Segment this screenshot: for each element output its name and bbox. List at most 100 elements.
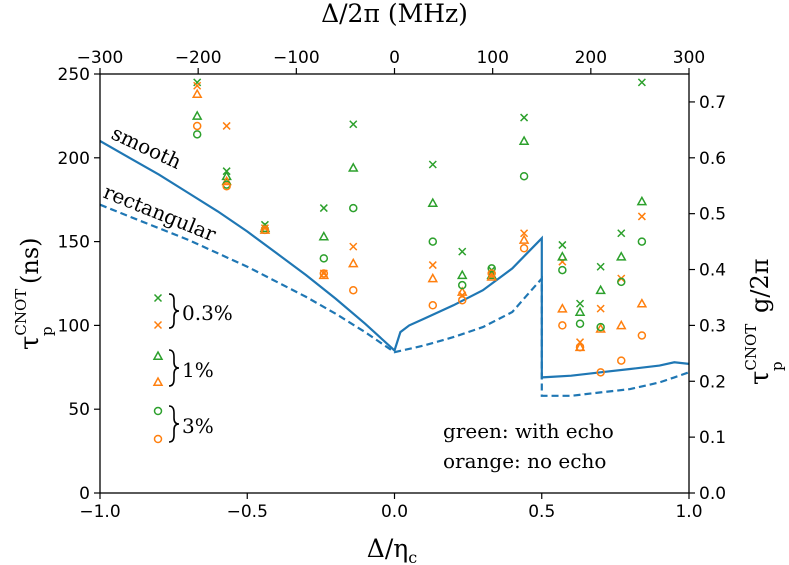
- x-tick-top-label-5: 200: [575, 48, 607, 68]
- marker-s3-p8: [518, 234, 530, 244]
- marker-s4-p4: [349, 203, 358, 213]
- curve-smooth: [100, 140, 689, 379]
- marker-s0-p6: [458, 247, 467, 256]
- x-tick-top-label-3: 0: [389, 48, 400, 68]
- marker-s5-p11: [596, 368, 605, 377]
- x-tick-top-label-2: −100: [273, 48, 320, 68]
- marker-s2-p12: [615, 251, 627, 261]
- marker-s4-p11: [596, 322, 605, 332]
- legend-marker-1: [153, 320, 163, 330]
- marker-s0-p13: [637, 78, 646, 87]
- marker-s3-p1: [221, 175, 232, 186]
- x-tick-bottom-label-1: −0.5: [227, 502, 268, 522]
- marker-s4-p12: [617, 277, 626, 287]
- x-axis-bottom-label-sub: c: [408, 548, 417, 565]
- legend-marker-3: [152, 376, 164, 386]
- x-tick-bottom-label-2: 0.0: [381, 502, 408, 522]
- marker-s2-p6: [456, 269, 468, 280]
- marker-s4-p8: [519, 171, 529, 181]
- y-axis-right-label: τCNOT p g/2π: [742, 259, 786, 386]
- y-axis-left-label-sub: p: [38, 326, 56, 336]
- y-tick-right-label-4: 0.4: [699, 261, 726, 281]
- marker-s2-p13: [636, 195, 648, 206]
- x-axis-bottom-label: Δ/ηc: [367, 534, 417, 565]
- marker-s5-p8: [519, 244, 529, 253]
- marker-s4-p7: [487, 264, 496, 273]
- x-tick-bottom-label-4: 1.0: [675, 502, 702, 522]
- marker-s0-p11: [596, 262, 605, 271]
- marker-s5-p10: [575, 342, 585, 352]
- marker-s2-p8: [518, 135, 530, 145]
- x-axis-top-label: Δ/2π (MHz): [321, 0, 468, 28]
- marker-s2-p2: [259, 222, 271, 233]
- x-tick-top-label-0: −300: [77, 48, 124, 68]
- marker-s2-p7: [486, 269, 497, 280]
- marker-s5-p1: [222, 182, 231, 191]
- marker-s2-p9: [557, 251, 568, 261]
- marker-s1-p13: [637, 212, 646, 221]
- marker-s2-p10: [574, 306, 586, 316]
- legend-label-1: 1%: [182, 358, 214, 382]
- legend: 0.3% 1% 3%: [152, 293, 233, 444]
- marker-s4-p6: [457, 280, 467, 290]
- legend-marker-0: [153, 293, 163, 303]
- marker-s2-p0: [191, 110, 203, 120]
- marker-s4-p3: [319, 254, 329, 263]
- curve-label-rectangular: rectangular: [100, 179, 220, 246]
- legend-brace-0: [168, 293, 180, 329]
- x-tick-top-label-6: 300: [673, 48, 705, 68]
- y-axis-right-label-tail: g/2π: [746, 259, 774, 314]
- legend-marker-5: [153, 434, 163, 444]
- marker-s4-p9: [558, 265, 567, 275]
- y-axis-right-label-tau: τ: [745, 371, 775, 385]
- x-tick-top-label-1: −200: [175, 48, 222, 68]
- marker-s3-p13: [636, 298, 648, 308]
- marker-s0-p10: [576, 299, 585, 308]
- marker-s1-p1: [222, 121, 231, 130]
- marker-s5-p3: [319, 269, 329, 278]
- curves: [100, 140, 689, 397]
- marker-s3-p9: [557, 303, 568, 313]
- marker-s1-p8: [520, 229, 529, 238]
- annotation-green: green: with echo: [443, 419, 614, 443]
- marker-s0-p5: [428, 160, 437, 169]
- marker-s5-p4: [349, 285, 358, 295]
- y-tick-right-label-0: 0.0: [699, 484, 726, 504]
- marker-s4-p5: [428, 237, 438, 246]
- y-axis-right-label-sub: p: [768, 361, 786, 371]
- marker-s5-p13: [637, 331, 647, 340]
- y-tick-right-label-2: 0.2: [699, 372, 726, 392]
- annotation-orange: orange: no echo: [443, 449, 606, 473]
- marker-s5-p6: [457, 296, 467, 305]
- marker-s4-p13: [637, 237, 647, 246]
- marker-s3-p4: [347, 257, 359, 268]
- y-axis-left-label: τCNOT p (ns): [12, 238, 56, 351]
- legend-label-2: 3%: [182, 414, 214, 438]
- y-axis-left-label-sup: CNOT: [12, 289, 30, 336]
- marker-s1-p11: [596, 304, 605, 313]
- marker-s0-p12: [617, 229, 626, 238]
- y-tick-right-label-1: 0.1: [699, 428, 726, 448]
- x-tick-top-label-4: 100: [476, 48, 508, 68]
- y-tick-right-label-5: 0.5: [699, 205, 726, 225]
- y-tick-left-label-0: 0: [79, 484, 90, 504]
- y-tick-right-label-3: 0.3: [699, 316, 726, 336]
- marker-s5-p0: [192, 121, 202, 131]
- y-tick-right-label-7: 0.7: [699, 93, 726, 113]
- y-tick-left-label-4: 200: [58, 149, 90, 169]
- legend-marker-2: [152, 350, 164, 360]
- marker-s3-p12: [615, 319, 627, 330]
- marker-s0-p4: [349, 120, 358, 129]
- marker-s1-p5: [428, 261, 437, 270]
- x-tick-bottom-label-3: 0.5: [528, 502, 555, 522]
- marker-s3-p6: [456, 286, 468, 296]
- marker-s4-p0: [192, 130, 202, 139]
- legend-brace-2: [168, 405, 180, 443]
- marker-s2-p11: [595, 284, 606, 295]
- marker-s2-p1: [221, 170, 232, 181]
- curve-rectangular: [100, 203, 689, 397]
- marker-s1-p4: [349, 242, 358, 251]
- marker-s4-p10: [575, 319, 585, 328]
- legend-label-0: 0.3%: [182, 301, 233, 325]
